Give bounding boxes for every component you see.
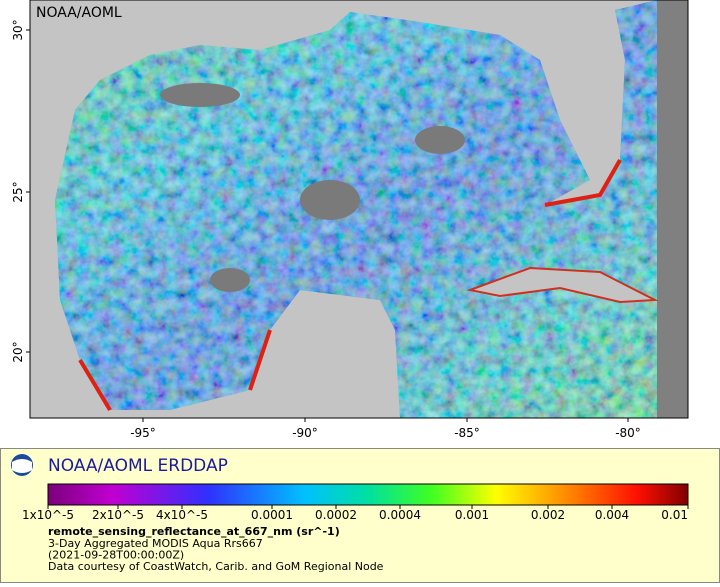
- colorbar-label: 0.0004: [379, 508, 421, 522]
- noaa-logo: [12, 459, 32, 473]
- colorbar-label: 0.0002: [315, 508, 357, 522]
- colorbar-label: 0.002: [531, 508, 565, 522]
- no-data-strip: [657, 0, 688, 418]
- lon-label: -95°: [130, 426, 156, 440]
- watermark: NOAA/AOML: [36, 5, 122, 21]
- colorbar-label: 1x10^-5: [22, 508, 74, 522]
- legend-line: (2021-09-28T00:00:00Z): [48, 549, 184, 562]
- lat-label: 20°: [11, 341, 25, 362]
- lon-label: -85°: [454, 426, 480, 440]
- legend-title: NOAA/AOML ERDDAP: [48, 456, 228, 476]
- legend-panel: [0, 448, 720, 583]
- legend-line: Data courtesy of CoastWatch, Carib. and …: [48, 560, 384, 573]
- legend-line: 3-Day Aggregated MODIS Aqua Rrs667: [48, 537, 263, 550]
- colorbar-label: 4x10^-5: [156, 508, 208, 522]
- colorbar-label: 2x10^-5: [92, 508, 144, 522]
- colorbar-label: 0.004: [595, 508, 629, 522]
- lon-label: -90°: [292, 426, 318, 440]
- colorbar: [47, 483, 689, 506]
- map-frame: [29, 0, 689, 419]
- colorbar-label: 0.01: [661, 508, 688, 522]
- coast-high: [544, 159, 622, 207]
- coast-high: [78, 329, 272, 412]
- variable-name: remote_sensing_reflectance_at_667_nm (sr…: [48, 525, 340, 538]
- lat-label: 25°: [11, 181, 25, 202]
- colorbar-label: 0.0001: [251, 508, 293, 522]
- lon-label: -80°: [615, 426, 641, 440]
- colorbar-label: 0.001: [455, 508, 489, 522]
- cuba: [466, 266, 659, 304]
- lat-label: 30°: [11, 19, 25, 40]
